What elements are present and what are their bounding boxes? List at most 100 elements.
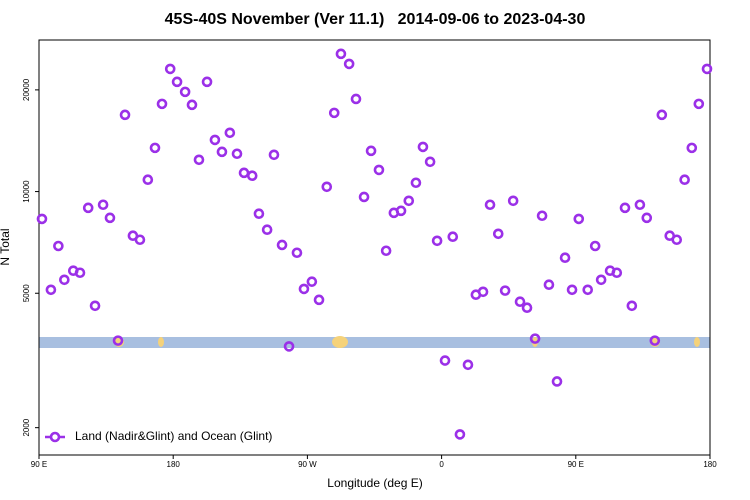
data-point bbox=[306, 276, 318, 287]
data-point bbox=[701, 63, 713, 75]
data-point bbox=[447, 231, 459, 243]
ocean-band bbox=[39, 337, 710, 348]
legend-marker bbox=[49, 431, 61, 443]
data-point bbox=[149, 142, 161, 154]
data-point bbox=[559, 252, 571, 264]
data-point bbox=[246, 170, 258, 182]
data-point bbox=[424, 156, 436, 168]
data-point bbox=[343, 58, 355, 70]
data-point bbox=[573, 213, 585, 225]
data-point bbox=[395, 205, 407, 217]
data-point bbox=[104, 212, 116, 224]
data-point bbox=[536, 210, 548, 222]
x-tick-label: 90 E bbox=[568, 460, 584, 469]
data-point bbox=[74, 267, 86, 279]
data-point bbox=[679, 174, 690, 186]
data-point bbox=[566, 284, 578, 296]
data-point bbox=[89, 300, 101, 312]
data-point bbox=[589, 240, 601, 252]
y-tick-label: 5000 bbox=[22, 284, 31, 302]
data-point bbox=[119, 109, 131, 121]
data-point bbox=[350, 93, 362, 105]
data-point bbox=[253, 208, 265, 219]
data-point bbox=[634, 199, 646, 211]
data-point bbox=[365, 145, 377, 157]
data-point bbox=[521, 302, 533, 314]
y-tick-label: 10000 bbox=[22, 180, 31, 203]
data-point bbox=[403, 195, 415, 207]
data-point bbox=[82, 202, 94, 214]
data-point bbox=[477, 286, 489, 298]
land-patch bbox=[158, 337, 164, 347]
data-point bbox=[499, 285, 511, 296]
plot-frame bbox=[38, 39, 711, 456]
land-patch bbox=[332, 336, 348, 348]
data-point bbox=[582, 284, 594, 296]
data-point bbox=[507, 195, 519, 207]
data-point bbox=[439, 355, 451, 366]
data-point bbox=[283, 341, 295, 352]
x-tick-label: 180 bbox=[167, 460, 181, 469]
data-point bbox=[97, 199, 109, 211]
data-point bbox=[529, 333, 541, 344]
y-axis-label: N Total bbox=[0, 228, 12, 265]
data-point bbox=[431, 235, 443, 247]
data-point bbox=[543, 279, 555, 291]
data-point bbox=[671, 234, 683, 246]
data-point bbox=[358, 191, 370, 203]
data-point bbox=[142, 174, 154, 186]
y-tick-label: 20000 bbox=[22, 78, 31, 101]
land-ocean-strip bbox=[39, 336, 710, 348]
data-point bbox=[693, 98, 705, 110]
data-point bbox=[611, 267, 623, 279]
data-point bbox=[321, 181, 333, 193]
data-point bbox=[291, 247, 303, 259]
data-point bbox=[656, 109, 668, 121]
data-point bbox=[514, 296, 526, 308]
data-point bbox=[641, 212, 653, 224]
data-point bbox=[380, 245, 392, 257]
data-point bbox=[45, 284, 57, 296]
data-point bbox=[112, 335, 124, 346]
data-point bbox=[551, 376, 563, 387]
data-point bbox=[216, 146, 228, 158]
data-point bbox=[156, 98, 168, 110]
data-point bbox=[619, 202, 631, 214]
data-point bbox=[298, 283, 310, 295]
data-point bbox=[649, 335, 661, 346]
data-point bbox=[686, 142, 698, 154]
chart-title: 45S-40S November (Ver 11.1) 2014-09-06 t… bbox=[165, 11, 586, 28]
data-point bbox=[164, 63, 176, 75]
data-point bbox=[59, 274, 70, 286]
data-point bbox=[268, 149, 280, 161]
data-point bbox=[231, 148, 243, 160]
x-tick-label: 180 bbox=[703, 460, 717, 469]
data-point bbox=[492, 228, 504, 240]
data-point bbox=[261, 224, 273, 236]
data-point bbox=[201, 76, 213, 88]
data-point bbox=[36, 213, 48, 225]
data-point bbox=[462, 359, 474, 371]
data-point bbox=[53, 240, 64, 252]
data-point bbox=[276, 239, 288, 251]
data-point bbox=[134, 234, 146, 246]
data-point bbox=[328, 107, 340, 119]
data-point bbox=[171, 76, 183, 88]
legend-label: Land (Nadir&Glint) and Ocean (Glint) bbox=[75, 429, 272, 443]
land-patch bbox=[694, 337, 700, 347]
x-tick-label: 0 bbox=[439, 460, 444, 469]
x-axis-label: Longitude (deg E) bbox=[327, 476, 422, 490]
data-point bbox=[595, 274, 607, 286]
data-point bbox=[626, 300, 638, 312]
data-point bbox=[417, 141, 429, 153]
data-point bbox=[186, 99, 198, 111]
data-point bbox=[484, 199, 496, 211]
data-point bbox=[224, 127, 236, 139]
data-point bbox=[313, 294, 325, 306]
data-point bbox=[335, 48, 347, 60]
data-point bbox=[193, 154, 205, 166]
data-point bbox=[454, 429, 466, 440]
data-point bbox=[209, 134, 221, 146]
